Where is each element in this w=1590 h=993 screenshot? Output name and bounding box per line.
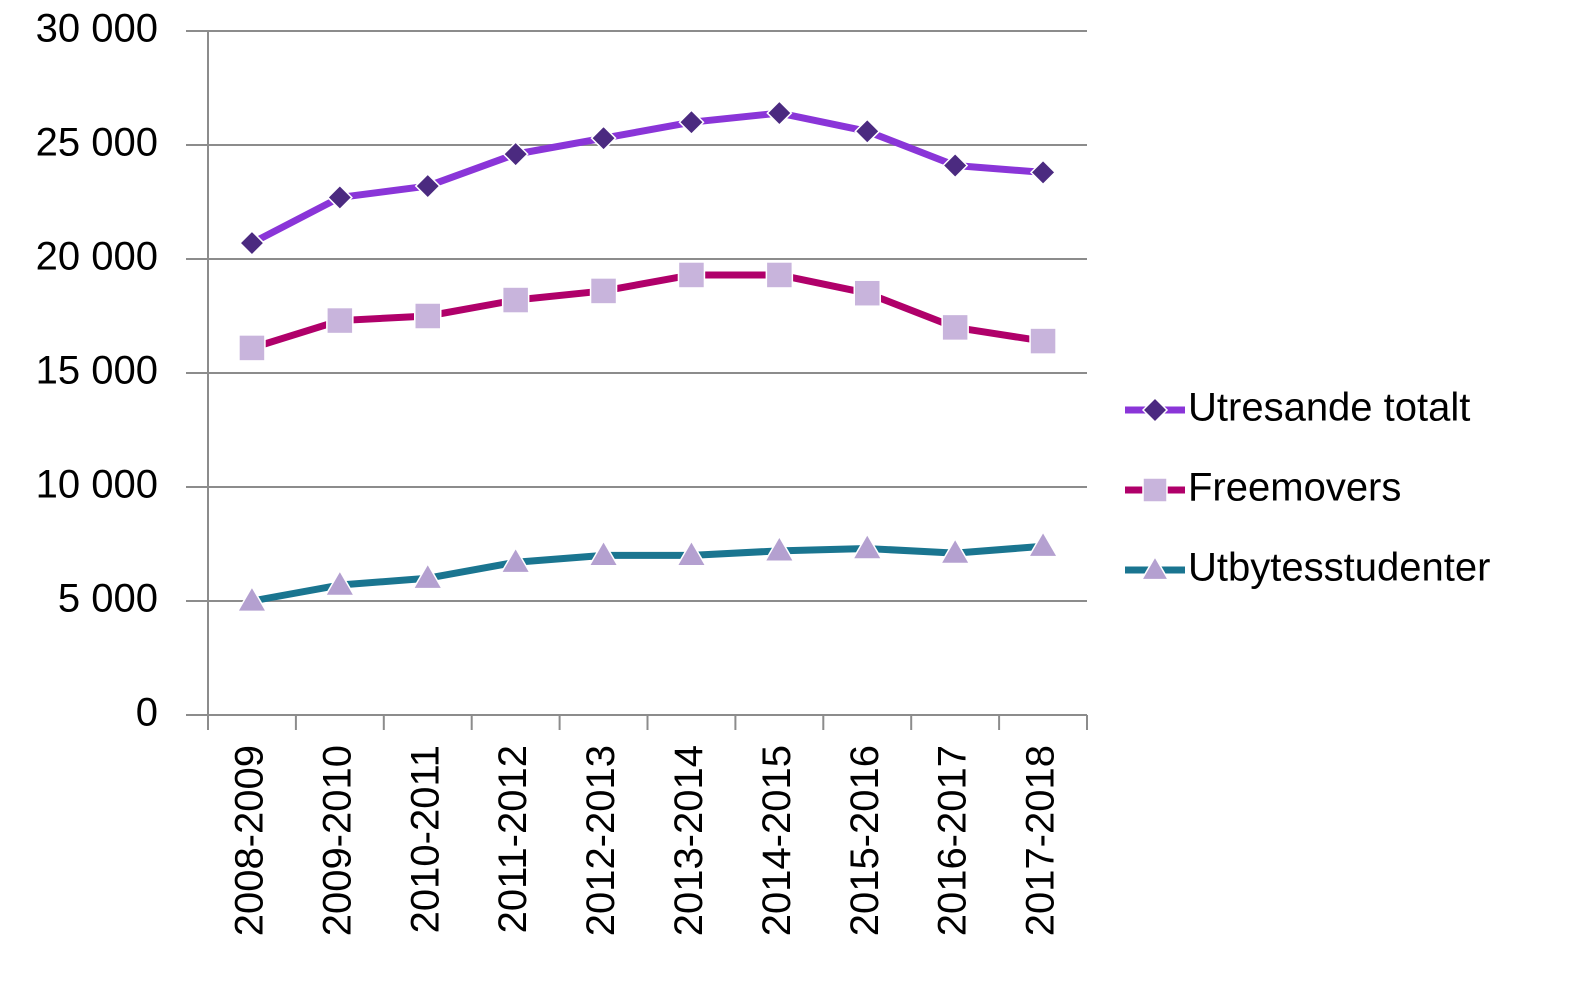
marker	[1029, 327, 1057, 355]
y-tick-label: 0	[136, 691, 158, 735]
marker	[414, 172, 441, 200]
marker	[675, 539, 708, 567]
marker	[414, 302, 442, 330]
marker	[238, 334, 266, 362]
y-tick-label: 10 000	[36, 463, 158, 507]
x-tick-label: 2009-2010	[315, 745, 359, 936]
series-line	[251, 542, 1044, 605]
y-tick-label: 20 000	[36, 235, 158, 279]
marker	[324, 569, 356, 597]
marker	[854, 118, 881, 145]
legend-label: Utresande totalt	[1188, 386, 1470, 430]
series-line	[250, 109, 1044, 247]
x-tick-label: 2014-2015	[755, 745, 799, 936]
marker	[1140, 555, 1170, 581]
marker	[765, 261, 794, 289]
x-tick-label: 2010-2011	[403, 745, 447, 933]
legend-label: Utbytesstudenter	[1188, 546, 1490, 590]
marker	[236, 585, 268, 613]
marker	[939, 537, 971, 565]
marker	[851, 532, 883, 560]
x-tick-label: 2015-2016	[843, 745, 887, 936]
x-tick-label: 2012-2013	[579, 745, 623, 936]
marker	[766, 100, 793, 127]
marker	[412, 562, 444, 590]
marker	[502, 141, 529, 168]
marker	[1142, 477, 1168, 503]
y-tick-label: 15 000	[36, 349, 158, 393]
x-tick-label: 2017-2018	[1019, 745, 1063, 936]
marker	[238, 229, 266, 257]
y-tick-label: 25 000	[36, 121, 158, 165]
y-tick-label: 5 000	[58, 577, 158, 621]
series-line	[250, 271, 1044, 352]
marker	[590, 125, 617, 152]
marker	[1029, 159, 1057, 186]
marker	[942, 152, 969, 179]
x-tick-label: 2008-2009	[228, 745, 272, 936]
marker	[500, 546, 532, 574]
marker	[1141, 396, 1169, 424]
marker	[326, 184, 353, 211]
y-tick-label: 30 000	[36, 7, 158, 51]
marker	[589, 277, 618, 305]
marker	[763, 535, 795, 562]
marker	[941, 313, 969, 342]
marker	[678, 109, 705, 136]
marker	[501, 286, 530, 314]
marker	[677, 261, 706, 289]
marker	[1027, 530, 1059, 558]
x-tick-label: 2016-2017	[931, 745, 975, 936]
x-tick-label: 2013-2014	[667, 745, 711, 936]
marker	[326, 306, 354, 335]
marker	[853, 279, 881, 307]
legend-label: Freemovers	[1188, 466, 1401, 510]
marker	[587, 539, 620, 567]
x-tick-label: 2011-2012	[491, 745, 535, 933]
